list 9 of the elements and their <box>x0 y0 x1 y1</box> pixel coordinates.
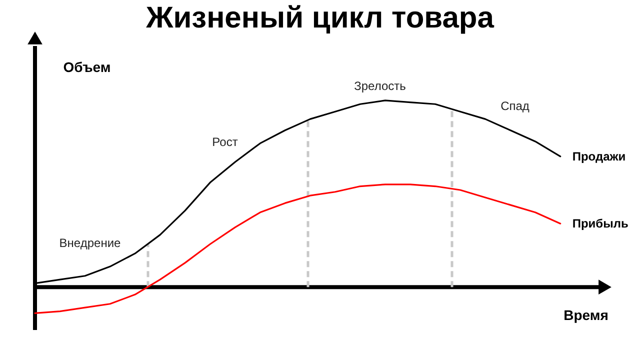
chart-title: Жизненый цикл товара <box>145 2 494 35</box>
annotation: Спад <box>500 99 530 113</box>
annotation: Рост <box>212 135 238 149</box>
x-axis-title: Время <box>564 307 608 323</box>
y-axis-title: Объем <box>63 59 111 75</box>
series-label: Продажи <box>572 149 626 164</box>
annotation: Внедрение <box>59 236 122 250</box>
series-label: Прибыль <box>572 216 628 231</box>
text: Зрелость <box>354 79 406 93</box>
